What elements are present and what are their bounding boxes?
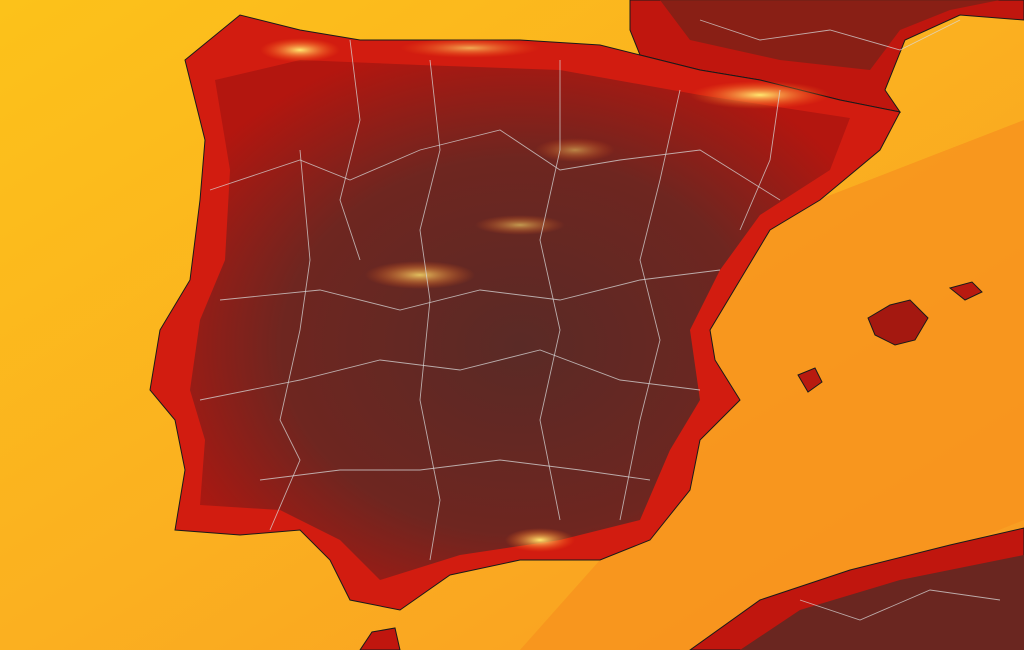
france-inland	[660, 0, 1000, 70]
menorca	[948, 281, 983, 301]
province-borders	[199, 19, 1001, 621]
ibiza	[797, 367, 823, 393]
north-africa-inland	[740, 555, 1024, 650]
ceuta	[359, 627, 401, 650]
mallorca	[867, 299, 929, 346]
iberia	[149, 14, 901, 611]
